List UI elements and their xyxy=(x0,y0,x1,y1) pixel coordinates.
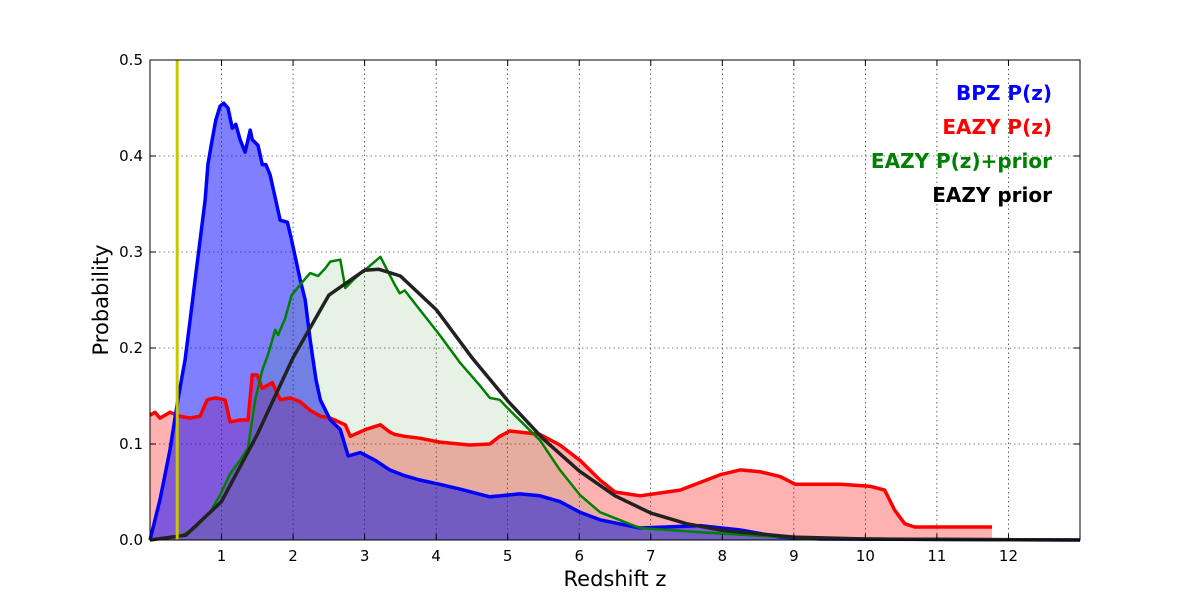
y-tick-label: 0.2 xyxy=(119,339,143,357)
x-tick-label: 7 xyxy=(646,547,656,565)
x-tick-label: 1 xyxy=(217,547,227,565)
y-tick-label: 0.4 xyxy=(119,147,143,165)
x-tick-label: 11 xyxy=(927,547,946,565)
legend-entry: EAZY P(z)+prior xyxy=(871,149,1052,173)
y-tick-label: 0.1 xyxy=(119,435,143,453)
x-tick-label: 4 xyxy=(431,547,441,565)
x-tick-label: 8 xyxy=(718,547,728,565)
x-tick-label: 10 xyxy=(856,547,875,565)
line-eazy-p-z- xyxy=(149,373,992,529)
legend-entry: EAZY P(z) xyxy=(942,115,1052,139)
legend-entry: BPZ P(z) xyxy=(956,81,1052,105)
x-tick-label: 12 xyxy=(999,547,1018,565)
y-tick-label: 0.0 xyxy=(119,531,143,549)
x-axis-label: Redshift z xyxy=(564,567,667,591)
area-bpz-p-z- xyxy=(150,103,1080,540)
x-tick-label: 3 xyxy=(360,547,370,565)
y-axis-label: Probability xyxy=(89,244,113,355)
x-tick-label: 9 xyxy=(789,547,799,565)
line-bpz-p-z- xyxy=(148,101,1081,542)
x-tick-label: 6 xyxy=(574,547,584,565)
y-tick-label: 0.5 xyxy=(119,51,143,69)
y-tick-label: 0.3 xyxy=(119,243,143,261)
x-tick-label: 5 xyxy=(503,547,513,565)
legend-entry: EAZY prior xyxy=(932,183,1052,207)
plot-frame xyxy=(149,59,1081,541)
line-eazy-prior xyxy=(149,267,1081,542)
x-tick-label: 2 xyxy=(288,547,298,565)
area-eazy-p-z-prior xyxy=(150,256,1080,540)
line-eazy-p-z-prior xyxy=(149,255,1081,542)
